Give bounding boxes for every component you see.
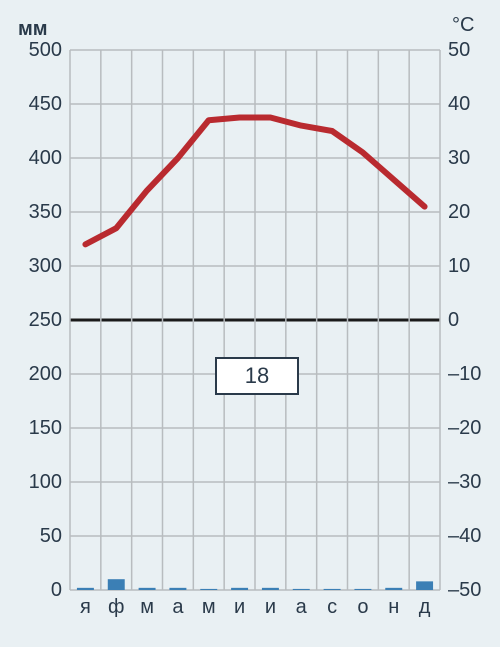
month-label: с (317, 596, 348, 619)
precip-bar (108, 579, 125, 590)
precip-bar (324, 589, 341, 590)
left-tick: 0 (0, 579, 62, 602)
right-tick: –40 (448, 525, 481, 548)
annual-precip-box: 18 (215, 357, 299, 395)
month-label: а (286, 596, 317, 619)
right-tick: –50 (448, 579, 481, 602)
left-tick: 300 (0, 255, 62, 278)
right-tick: 50 (448, 39, 470, 62)
month-label: и (255, 596, 286, 619)
right-tick: –30 (448, 471, 481, 494)
right-tick: –10 (448, 363, 481, 386)
left-tick: 500 (0, 39, 62, 62)
left-tick: 350 (0, 201, 62, 224)
left-tick: 150 (0, 417, 62, 440)
left-tick: 100 (0, 471, 62, 494)
month-label: м (193, 596, 224, 619)
precip-bar (416, 581, 433, 590)
precip-bar (200, 589, 217, 590)
right-tick: 40 (448, 93, 470, 116)
month-label: я (70, 596, 101, 619)
precip-bar (354, 589, 371, 590)
precip-bar (139, 588, 156, 590)
month-label: м (132, 596, 163, 619)
right-tick: 0 (448, 309, 459, 332)
right-tick: 10 (448, 255, 470, 278)
climate-chart: мм°C050100150200250300350400450500–50–40… (0, 0, 500, 647)
left-tick: 250 (0, 309, 62, 332)
month-label: о (348, 596, 379, 619)
precip-bar (385, 588, 402, 590)
right-axis-label: °C (452, 14, 474, 37)
month-label: ф (101, 596, 132, 619)
left-axis-label: мм (18, 18, 48, 41)
precip-bar (231, 588, 248, 590)
left-tick: 50 (0, 525, 62, 548)
right-tick: 30 (448, 147, 470, 170)
left-tick: 450 (0, 93, 62, 116)
precip-bar (293, 589, 310, 590)
precip-bar (77, 588, 94, 590)
month-label: и (224, 596, 255, 619)
month-label: а (163, 596, 194, 619)
left-tick: 200 (0, 363, 62, 386)
right-tick: 20 (448, 201, 470, 224)
left-tick: 400 (0, 147, 62, 170)
precip-bar (262, 588, 279, 590)
month-label: н (378, 596, 409, 619)
right-tick: –20 (448, 417, 481, 440)
chart-svg (0, 0, 500, 647)
month-label: д (409, 596, 440, 619)
precip-bar (169, 588, 186, 590)
